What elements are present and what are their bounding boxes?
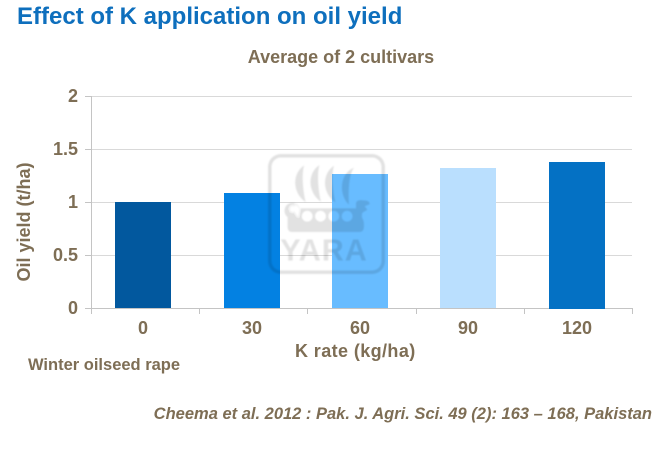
svg-text:YARA: YARA bbox=[280, 234, 368, 268]
